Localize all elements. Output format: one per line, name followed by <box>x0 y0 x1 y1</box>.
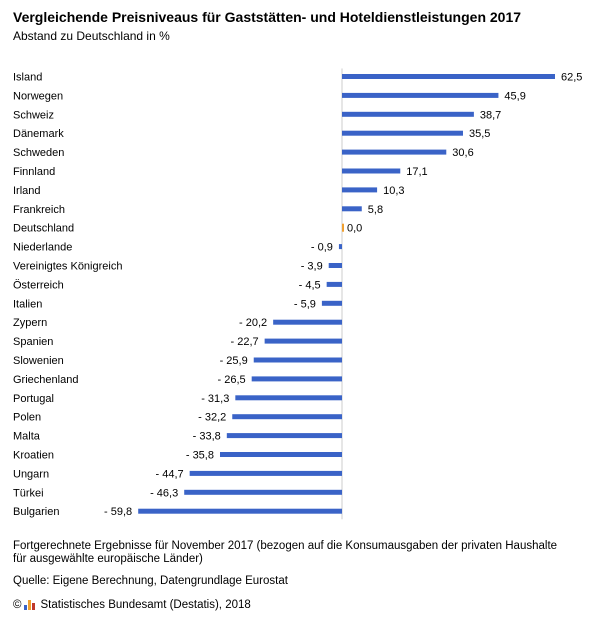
bar <box>342 206 362 212</box>
bar <box>235 395 342 401</box>
value-label: - 32,2 <box>198 412 226 424</box>
bar <box>342 111 474 117</box>
copyright-line: © Statistisches Bundesamt (Destatis), 20… <box>13 599 251 611</box>
bar <box>342 74 555 79</box>
value-label: 30,6 <box>452 147 473 159</box>
bar-chart: Island 62,5 Norwegen 45,9 Schweiz 38,7 Dänemar… <box>13 68 582 520</box>
category-label: Vereinigtes Königreich <box>13 261 122 273</box>
bar <box>273 319 342 325</box>
bar <box>326 281 342 287</box>
bar <box>342 92 499 98</box>
bar <box>138 508 342 514</box>
category-label: Schweiz <box>13 109 54 121</box>
category-label: Kroatien <box>13 450 54 462</box>
value-label: - 33,8 <box>193 431 221 443</box>
bar <box>184 489 342 495</box>
category-label: Italien <box>13 298 42 310</box>
value-label: - 44,7 <box>156 468 184 480</box>
bar <box>338 244 342 250</box>
value-label: - 26,5 <box>218 374 246 386</box>
bar <box>219 452 342 457</box>
value-label: 62,5 <box>561 72 582 84</box>
bar <box>342 187 378 193</box>
value-label: 0,0 <box>347 223 362 235</box>
value-label: - 0,9 <box>311 242 333 254</box>
bar <box>342 149 447 155</box>
value-label: - 20,2 <box>239 317 267 329</box>
value-label: 38,7 <box>480 109 501 121</box>
bar <box>342 130 463 136</box>
value-label: - 5,9 <box>294 298 316 310</box>
category-label: Dänemark <box>13 128 64 140</box>
value-label: - 59,8 <box>104 506 132 518</box>
value-label: - 25,9 <box>220 355 248 367</box>
value-label: 5,8 <box>368 204 383 216</box>
value-label: 45,9 <box>504 90 525 102</box>
category-label: Niederlande <box>13 242 72 254</box>
copyright-text: Statistisches Bundesamt (Destatis), 2018 <box>40 599 251 611</box>
value-label: - 35,8 <box>186 450 214 462</box>
category-label: Schweden <box>13 147 64 159</box>
value-label: - 31,3 <box>201 393 229 405</box>
footnote: Fortgerechnete Ergebnisse für November 2… <box>13 540 558 565</box>
category-label: Spanien <box>13 336 53 348</box>
category-label: Irland <box>13 185 41 197</box>
value-label: - 22,7 <box>230 336 258 348</box>
bar <box>253 357 342 363</box>
chart-title: Vergleichende Preisniveaus für Gaststätt… <box>13 9 522 25</box>
category-label: Bulgarien <box>13 506 59 518</box>
bar <box>321 300 342 306</box>
category-label: Deutschland <box>13 223 74 235</box>
bar <box>189 470 342 476</box>
bar <box>232 414 342 420</box>
category-label: Portugal <box>13 393 54 405</box>
category-label: Österreich <box>13 279 64 291</box>
category-label: Norwegen <box>13 90 63 102</box>
category-label: Malta <box>13 431 41 443</box>
bar <box>342 168 401 174</box>
value-label: 35,5 <box>469 128 490 140</box>
value-label: - 4,5 <box>299 279 321 291</box>
category-label: Polen <box>13 412 41 424</box>
category-label: Griechenland <box>13 374 78 386</box>
category-label: Türkei <box>13 487 44 499</box>
bar <box>251 376 342 382</box>
value-label: 10,3 <box>383 185 404 197</box>
destatis-logo-icon <box>24 600 36 610</box>
category-label: Ungarn <box>13 468 49 480</box>
bar <box>226 433 342 439</box>
value-label: - 3,9 <box>301 261 323 273</box>
bar <box>264 338 342 344</box>
category-label: Frankreich <box>13 204 65 216</box>
chart-subtitle: Abstand zu Deutschland in % <box>13 29 170 43</box>
bar <box>328 263 342 268</box>
category-label: Island <box>13 72 42 84</box>
value-label: - 46,3 <box>150 487 178 499</box>
bar <box>342 223 344 232</box>
category-label: Zypern <box>13 317 47 329</box>
category-label: Slowenien <box>13 355 64 367</box>
category-label: Finnland <box>13 166 55 178</box>
source-note: Quelle: Eigene Berechnung, Datengrundlag… <box>13 575 288 587</box>
value-label: 17,1 <box>406 166 427 178</box>
copyright-symbol: © <box>13 599 22 611</box>
